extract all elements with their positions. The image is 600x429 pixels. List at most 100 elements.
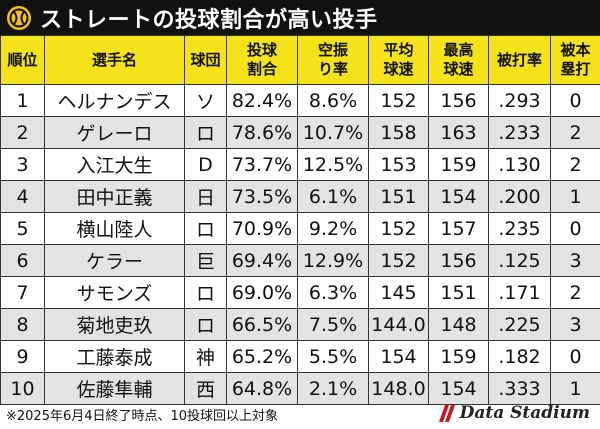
- table-row: 2 ゲレーロロ 78.6% 10.7% 158 163.233 2: [0, 116, 600, 149]
- max-velocity-cell: 157: [428, 212, 489, 245]
- batting-avg-cell: .333: [488, 372, 551, 405]
- rank-cell: 5: [0, 212, 45, 245]
- avg-velocity-cell: 144.0: [368, 308, 429, 341]
- team-cell: ロ: [184, 212, 227, 245]
- whiff-rate-cell: 9.2%: [297, 212, 369, 245]
- rank-cell: 10: [0, 372, 45, 405]
- whiff-rate-cell: 10.7%: [297, 116, 369, 149]
- avg-velocity-cell: 153: [368, 148, 429, 181]
- max-velocity-cell: 151: [428, 276, 489, 309]
- whiff-rate-cell: 6.1%: [297, 180, 369, 213]
- table-row: 3 入江大生 D 73.7% 12.5% 153 159.130 2: [0, 148, 600, 181]
- max-velocity-cell: 148: [428, 308, 489, 341]
- player-name-cell: 入江大生: [44, 148, 185, 181]
- home-runs-cell: 1: [550, 180, 600, 213]
- max-velocity-cell: 156: [428, 84, 489, 117]
- avg-velocity-cell: 158: [368, 116, 429, 149]
- table-body: 1 ヘルナンデスソ 82.4% 8.6% 152 156.293 0 2 ゲレーロロ 78.6% 1…: [0, 84, 600, 405]
- header-pitch-ratio: 投球 割合: [226, 35, 298, 85]
- header-batting-avg: 被打率: [488, 35, 551, 85]
- max-velocity-cell: 159: [428, 340, 489, 373]
- avg-velocity-cell: 151: [368, 180, 429, 213]
- player-name-cell: 工藤泰成: [44, 340, 185, 373]
- whiff-rate-cell: 8.6%: [297, 84, 369, 117]
- pitch-ratio-cell: 65.2%: [226, 340, 298, 373]
- footnote: ※2025年6月4日終了時点、10投球回以上対象: [6, 409, 279, 424]
- rank-cell: 9: [0, 340, 45, 373]
- team-cell: 日: [184, 180, 227, 213]
- team-cell: ロ: [184, 116, 227, 149]
- batting-avg-cell: .225: [488, 308, 551, 341]
- avg-velocity-cell: 152: [368, 212, 429, 245]
- player-name-cell: 横山陸人: [44, 212, 185, 245]
- table-row: 4 田中正義日 73.5% 6.1% 151 154.200 1: [0, 180, 600, 213]
- player-name-cell: ヘルナンデス: [44, 84, 185, 117]
- batting-avg-cell: .182: [488, 340, 551, 373]
- max-velocity-cell: 154: [428, 180, 489, 213]
- pitch-ratio-cell: 73.7%: [226, 148, 298, 181]
- max-velocity-cell: 156: [428, 244, 489, 277]
- header-label-line: 被打率: [496, 50, 542, 69]
- table-row: 10 佐藤隼輔西 64.8% 2.1% 148.0 154.333 1: [0, 372, 600, 405]
- rank-cell: 3: [0, 148, 45, 181]
- home-runs-cell: 3: [550, 244, 600, 277]
- avg-velocity-cell: 154: [368, 340, 429, 373]
- player-name-cell: 佐藤隼輔: [44, 372, 185, 405]
- batting-avg-cell: .171: [488, 276, 551, 309]
- header-label-line: 被本: [560, 41, 591, 59]
- player-name-cell: サモンズ: [44, 276, 185, 309]
- player-name-cell: 田中正義: [44, 180, 185, 213]
- team-cell: ソ: [184, 84, 227, 117]
- header-team: 球団: [184, 35, 227, 85]
- header-label-line: 塁打: [560, 60, 591, 78]
- pitch-ratio-cell: 73.5%: [226, 180, 298, 213]
- home-runs-cell: 1: [550, 372, 600, 405]
- header-label-line: り率: [317, 60, 348, 78]
- max-velocity-cell: 154: [428, 372, 489, 405]
- whiff-rate-cell: 2.1%: [297, 372, 369, 405]
- home-runs-cell: 0: [550, 340, 600, 373]
- header-rank: 順位: [0, 35, 45, 85]
- table-row: 6 ケラー巨 69.4% 12.9% 152 156.125 3: [0, 244, 600, 277]
- home-runs-cell: 2: [550, 276, 600, 309]
- rank-cell: 8: [0, 308, 45, 341]
- rank-cell: 1: [0, 84, 45, 117]
- header-label-line: 投球: [246, 41, 277, 59]
- header-max-velocity: 最高 球速: [428, 35, 489, 85]
- page-title: ストレートの投球割合が高い投手: [40, 7, 378, 33]
- pitch-ratio-cell: 69.0%: [226, 276, 298, 309]
- table-row: 5 横山陸人ロ 70.9% 9.2% 152 157.235 0: [0, 212, 600, 245]
- pitch-ratio-cell: 64.8%: [226, 372, 298, 405]
- team-cell: 神: [184, 340, 227, 373]
- whiff-rate-cell: 6.3%: [297, 276, 369, 309]
- header-label-line: 平均: [383, 41, 414, 59]
- team-cell: D: [184, 148, 227, 181]
- header-label-line: 球団: [190, 50, 221, 69]
- table-row: 1 ヘルナンデスソ 82.4% 8.6% 152 156.293 0: [0, 84, 600, 117]
- pitch-ratio-cell: 66.5%: [226, 308, 298, 341]
- brand-name: Data Stadium: [459, 403, 590, 423]
- batting-avg-cell: .125: [488, 244, 551, 277]
- table-row: 8 菊地吏玖ロ 66.5% 7.5% 144.0 148.225 3: [0, 308, 600, 341]
- header-label-line: 順位: [7, 50, 38, 69]
- header-label-line: 割合: [246, 60, 277, 78]
- pitch-ratio-cell: 82.4%: [226, 84, 298, 117]
- player-name-cell: ゲレーロ: [44, 116, 185, 149]
- pitch-ratio-cell: 78.6%: [226, 116, 298, 149]
- table-row: 9 工藤泰成神 65.2% 5.5% 154 159.182 0: [0, 340, 600, 373]
- max-velocity-cell: 163: [428, 116, 489, 149]
- avg-velocity-cell: 145: [368, 276, 429, 309]
- avg-velocity-cell: 152: [368, 244, 429, 277]
- brand-logo: Data Stadium: [436, 402, 590, 424]
- home-runs-cell: 0: [550, 84, 600, 117]
- player-name-cell: ケラー: [44, 244, 185, 277]
- pitcher-table: 順位 選手名 球団 投球 割合 空振 り率 平均 球速 最高 球速 被打率 被本 塁打 1 ヘルナンデスソ 8…: [0, 35, 600, 405]
- team-cell: ロ: [184, 308, 227, 341]
- whiff-rate-cell: 5.5%: [297, 340, 369, 373]
- title-bar: ストレートの投球割合が高い投手: [0, 0, 600, 35]
- header-label-line: 空振: [317, 41, 348, 59]
- pitch-ratio-cell: 69.4%: [226, 244, 298, 277]
- home-runs-cell: 2: [550, 148, 600, 181]
- header-label-line: 最高: [443, 41, 474, 59]
- whiff-rate-cell: 7.5%: [297, 308, 369, 341]
